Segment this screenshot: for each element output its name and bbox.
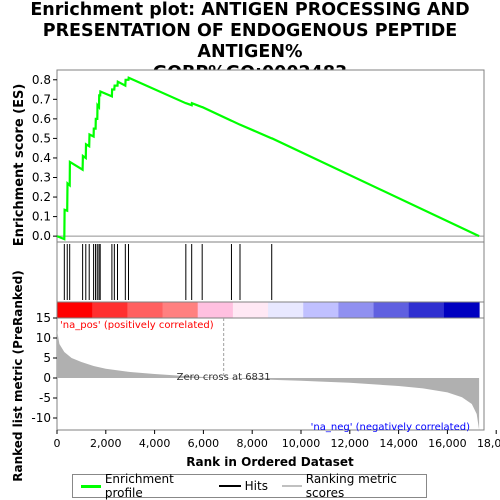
legend-swatch-hits [218, 485, 241, 487]
ranking-heatmap-bar [57, 302, 480, 318]
x-axis-label: Rank in Ordered Dataset [186, 455, 354, 469]
x-tick-label: 0 [54, 437, 61, 450]
es-y-tick-label: 0.5 [32, 131, 51, 145]
ranking-metric-area [57, 330, 480, 430]
es-y-tick-label: 0.2 [32, 190, 51, 204]
hits-panel-frame [56, 241, 485, 303]
legend-item-metric: Ranking metric scores [281, 472, 426, 500]
heatmap-segment [57, 302, 93, 318]
es-y-tick-label: 0.7 [32, 92, 51, 106]
legend-item-enrichment: Enrichment profile [81, 472, 205, 500]
metric-y-tick-label: 0 [43, 371, 51, 385]
legend-label-enrichment: Enrichment profile [104, 472, 174, 500]
legend-item-hits: Hits [218, 479, 268, 493]
x-tick-label: 16,000 [428, 437, 467, 450]
heatmap-segment [408, 302, 445, 318]
heatmap-segment [268, 302, 304, 318]
heatmap-segment [338, 302, 375, 318]
heatmap-segment [443, 302, 480, 318]
enrichment-profile-line [56, 76, 480, 241]
legend-label-metric: Ranking metric scores [305, 472, 397, 500]
metric-y-tick-label: 5 [43, 351, 51, 365]
heatmap-segment [127, 302, 164, 318]
es-y-tick-label: 0.4 [32, 151, 51, 165]
es-y-tick-label: 0.6 [32, 112, 51, 126]
x-tick-label: 2,000 [90, 437, 122, 450]
metric-panel-frame [56, 317, 485, 431]
es-y-tick-label: 0.1 [32, 210, 51, 224]
x-tick-label: 14,000 [379, 437, 418, 450]
x-tick-label: 8,000 [236, 437, 268, 450]
x-tick-label: 12,000 [331, 437, 370, 450]
metric-y-tick-label: 15 [36, 311, 51, 325]
negative-correlation-label: 'na_neg' (negatively correlated) [311, 422, 470, 433]
es-y-tick-label: 0.0 [32, 229, 51, 243]
x-tick-label: 6,000 [188, 437, 220, 450]
metric-y-tick-label: -5 [39, 391, 51, 405]
legend-label-hits: Hits [244, 479, 268, 493]
metric-y-tick-label: -10 [31, 411, 51, 425]
x-tick-label: 10,000 [282, 437, 321, 450]
legend: Enrichment profile Hits Ranking metric s… [72, 472, 427, 500]
es-y-tick-label: 0.8 [32, 73, 51, 87]
zero-cross-label: Zero cross at 6831 [177, 372, 271, 383]
x-tick-label: 4,000 [139, 437, 171, 450]
x-axis-ticks: 0 2,000 4,000 6,000 8,000 10,000 12,000 14,000 1… [54, 430, 500, 450]
heatmap-segment [373, 302, 410, 318]
metric-y-tick-label: 10 [36, 331, 51, 345]
chart-title-line-2: PRESENTATION OF ENDOGENOUS PEPTIDE ANTIG… [42, 21, 458, 62]
es-y-axis-ticks: 0.0 0.1 0.2 0.3 0.4 0.5 0.6 0.7 0.8 [32, 73, 57, 243]
heatmap-segment [232, 302, 269, 318]
x-tick-label: 18,000 [477, 437, 500, 450]
es-panel-frame [56, 69, 485, 243]
es-y-axis-label: Enrichment score (ES) [12, 84, 27, 247]
chart-title-line-1: Enrichment plot: ANTIGEN PROCESSING AND [30, 0, 470, 20]
positive-correlation-label: 'na_pos' (positively correlated) [60, 320, 214, 331]
metric-y-axis-label: Ranked list metric (PreRanked) [11, 270, 25, 482]
heatmap-segment [92, 302, 128, 318]
heatmap-segment [197, 302, 234, 318]
legend-swatch-metric [281, 485, 302, 487]
metric-y-axis-ticks: -10 -5 0 5 10 15 [31, 311, 57, 425]
heatmap-segment [303, 302, 339, 318]
es-y-tick-label: 0.3 [32, 171, 51, 185]
heatmap-segment [162, 302, 199, 318]
hits-markers [63, 244, 273, 300]
legend-swatch-enrichment [81, 484, 101, 488]
